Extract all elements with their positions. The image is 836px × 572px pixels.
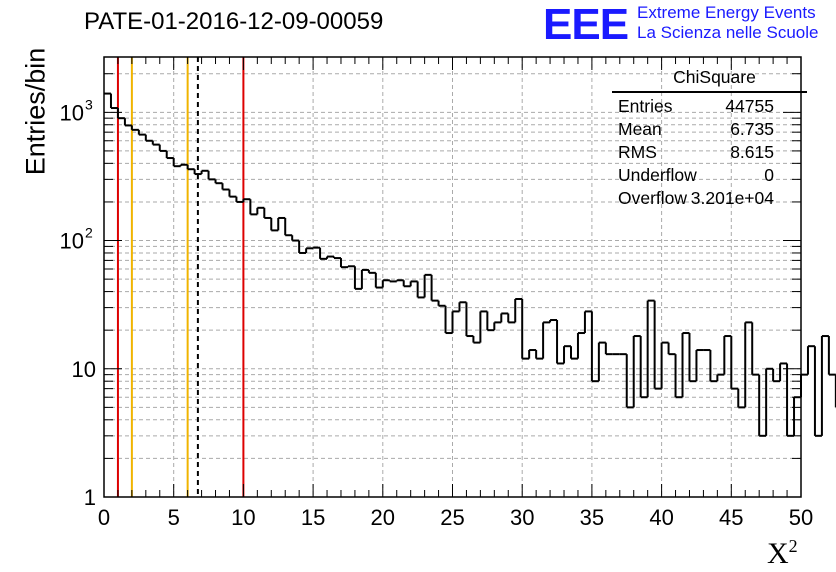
x-tick-label: 25 <box>440 505 464 530</box>
x-tick-label: 0 <box>98 505 110 530</box>
stats-row: Entries 44755 <box>612 94 807 117</box>
x-tick-label: 5 <box>168 505 180 530</box>
stats-label: Mean <box>618 118 662 139</box>
stats-value: 3.201e+04 <box>690 187 774 208</box>
stats-row: Mean 6.735 <box>612 117 807 140</box>
stats-divider <box>612 91 807 93</box>
stats-title: ChiSquare <box>673 67 756 87</box>
x-axis-label: X2 <box>767 536 798 570</box>
stats-value: 0 <box>764 164 774 185</box>
stats-box: ChiSquare Entries 44755 Mean 6.735 RMS 8.61… <box>612 67 807 209</box>
x-tick-label: 45 <box>719 505 743 530</box>
stats-value: 8.615 <box>730 141 774 162</box>
stats-value: 6.735 <box>730 118 774 139</box>
x-tick-label: 50 <box>789 505 813 530</box>
y-tick-label: 10 <box>72 357 96 382</box>
x-tick-label: 20 <box>371 505 395 530</box>
y-tick-label: 1 <box>84 485 96 510</box>
stats-label: Underflow <box>618 164 697 185</box>
x-tick-label: 40 <box>649 505 673 530</box>
y-tick-exponent: 2 <box>85 225 93 241</box>
logo-line-2: La Scienza nelle Scuole <box>637 23 819 42</box>
x-tick-label: 10 <box>231 505 255 530</box>
x-tick-label: 30 <box>510 505 534 530</box>
stats-row: RMS 8.615 <box>612 140 807 163</box>
logo-line-1: Extreme Energy Events <box>637 3 816 22</box>
y-tick-exponent: 3 <box>85 96 93 112</box>
x-tick-label: 15 <box>301 505 325 530</box>
stats-label: Entries <box>618 95 673 116</box>
stats-label: Overflow <box>618 187 688 208</box>
eee-logo: EEE <box>543 0 629 49</box>
x-tick-label: 35 <box>580 505 604 530</box>
chart-title: PATE-01-2016-12-09-00059 <box>84 8 384 35</box>
y-tick-label: 10 <box>60 229 84 254</box>
y-tick-label: 10 <box>60 100 84 125</box>
stats-row: Overflow 3.201e+04 <box>612 186 807 209</box>
stats-label: RMS <box>618 141 657 162</box>
stats-row: Underflow 0 <box>612 163 807 186</box>
y-axis-label: Entries/bin <box>20 47 51 176</box>
stats-value: 44755 <box>725 95 774 116</box>
